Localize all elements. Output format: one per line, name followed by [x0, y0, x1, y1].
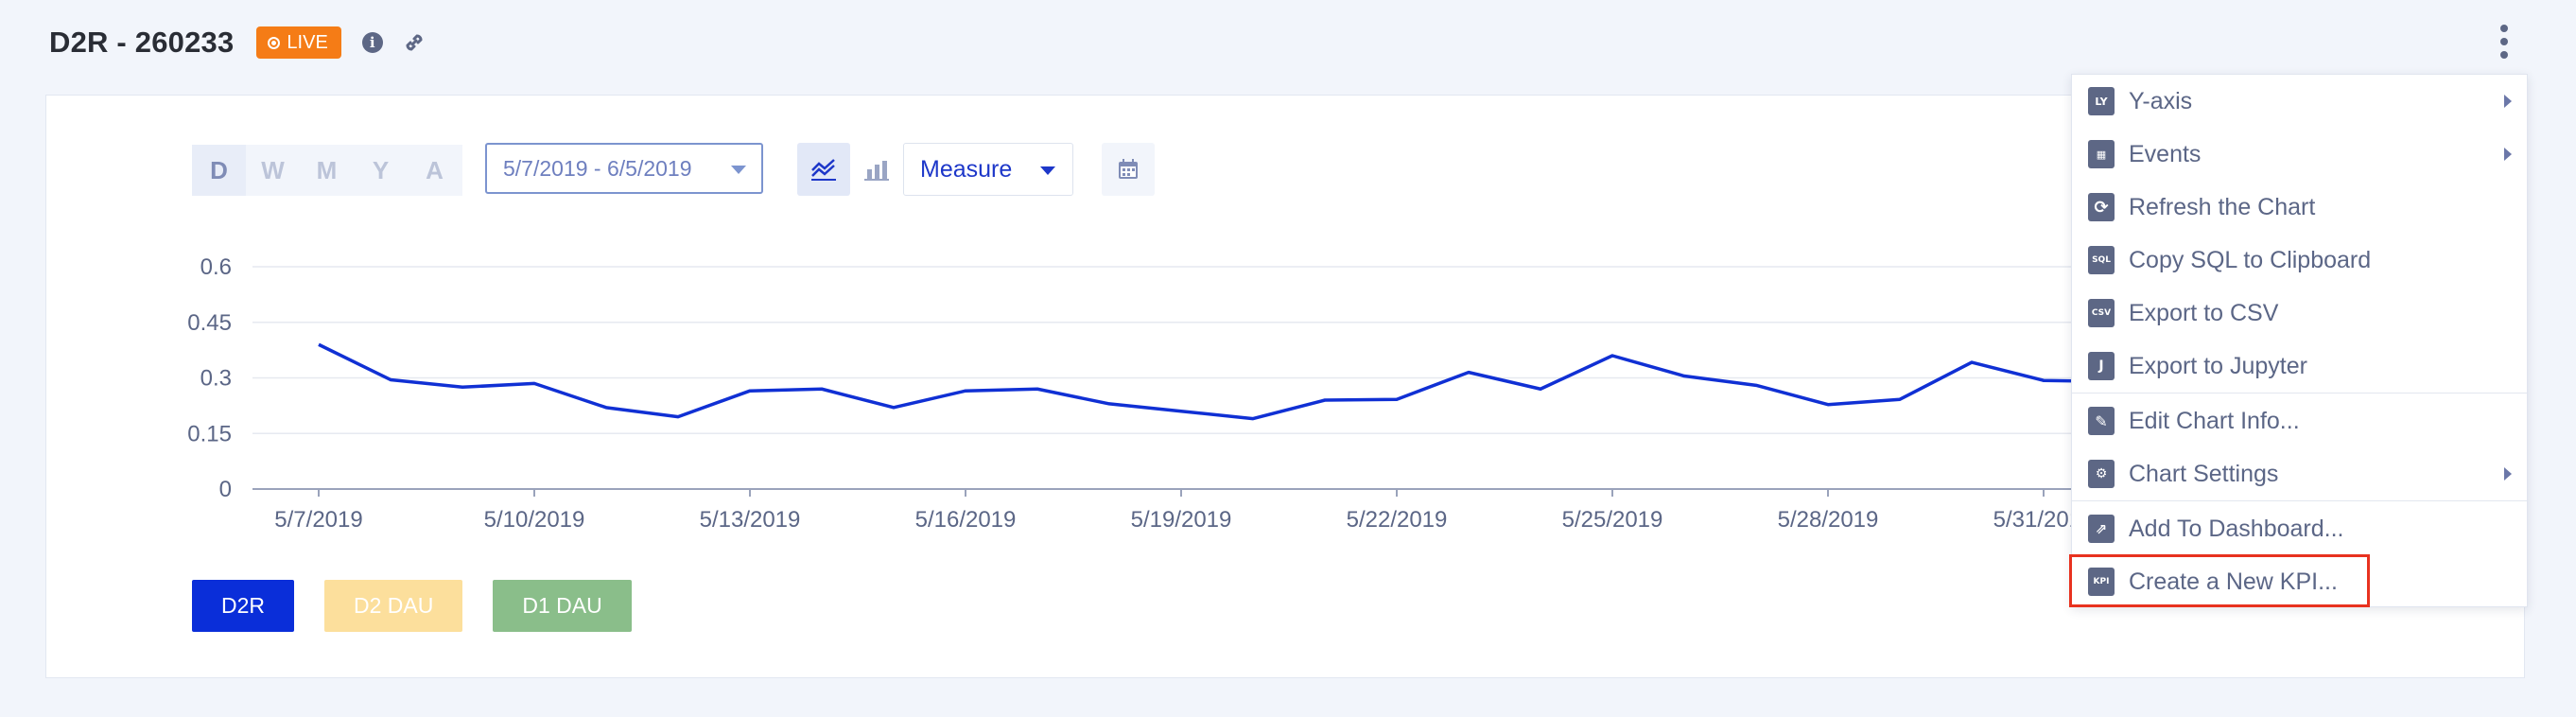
- period-selector: D W M Y A: [192, 145, 462, 196]
- x-tick-label: 5/7/2019: [274, 507, 362, 533]
- line-chart: 0.6 0.45 0.3 0.15 0 5/7/2019 5/10/2019 5/13/20…: [187, 254, 2117, 533]
- chevron-right-icon: [2504, 95, 2512, 108]
- date-range-picker[interactable]: 5/7/2019 - 6/5/2019: [485, 143, 763, 194]
- period-year[interactable]: Y: [372, 156, 390, 184]
- y-tick-label: 0: [219, 477, 232, 502]
- menu-item-edit-chart-info[interactable]: ✎ Edit Chart Info...: [2072, 394, 2527, 447]
- period-day[interactable]: D: [192, 145, 246, 196]
- period-month[interactable]: M: [316, 156, 338, 184]
- menu-item-label: Create a New KPI...: [2129, 568, 2338, 595]
- refresh-icon: ⟳: [2088, 193, 2115, 221]
- menu-item-label: Edit Chart Info...: [2129, 407, 2300, 434]
- date-range-value: 5/7/2019 - 6/5/2019: [503, 155, 692, 181]
- menu-item-label: Export to CSV: [2129, 299, 2279, 326]
- chart-title: D2R - 260233: [49, 26, 235, 59]
- calendar-button[interactable]: [1102, 143, 1155, 196]
- live-dot-icon: [268, 36, 281, 49]
- csv-file-icon: CSV: [2088, 299, 2115, 327]
- bar-chart-button[interactable]: [850, 143, 903, 196]
- y-axis-icon: LY: [2088, 87, 2115, 115]
- menu-item-y-axis[interactable]: LY Y-axis: [2072, 75, 2527, 128]
- series-line-d2r: [318, 342, 2116, 421]
- x-tick-label: 5/13/2019: [700, 507, 801, 533]
- period-all[interactable]: A: [426, 156, 444, 184]
- x-tick-label: 5/10/2019: [484, 507, 585, 533]
- chevron-down-icon: [731, 166, 746, 174]
- legend-item-d1-dau[interactable]: D1 DAU: [493, 580, 632, 632]
- menu-item-copy-sql[interactable]: SQL Copy SQL to Clipboard: [2072, 234, 2527, 287]
- menu-item-events[interactable]: ▦ Events: [2072, 128, 2527, 181]
- period-week[interactable]: W: [261, 156, 285, 184]
- legend-item-d2r[interactable]: D2R: [192, 580, 295, 632]
- more-options-icon[interactable]: [2493, 21, 2515, 62]
- menu-item-chart-settings[interactable]: ⚙ Chart Settings: [2072, 447, 2527, 500]
- live-label: LIVE: [287, 31, 328, 53]
- line-chart-icon: [811, 159, 836, 181]
- bar-chart-icon: [864, 161, 889, 181]
- chevron-right-icon: [2504, 148, 2512, 161]
- info-icon[interactable]: i: [361, 32, 383, 53]
- menu-item-export-jupyter[interactable]: J Export to Jupyter: [2072, 340, 2527, 393]
- settings-file-icon: ⚙: [2088, 460, 2115, 488]
- menu-divider: [2072, 500, 2527, 501]
- add-dashboard-icon: ⇗: [2088, 515, 2115, 543]
- menu-item-label: Copy SQL to Clipboard: [2129, 246, 2372, 273]
- highlight-box: [2069, 554, 2370, 607]
- line-chart-button[interactable]: [797, 143, 850, 196]
- measure-label: Measure: [920, 155, 1013, 183]
- y-tick-label: 0.3: [200, 366, 232, 392]
- x-tick-label: 5/16/2019: [915, 507, 1017, 533]
- link-icon[interactable]: [402, 30, 426, 55]
- menu-item-label: Y-axis: [2129, 87, 2193, 114]
- menu-item-create-kpi[interactable]: KPI Create a New KPI...: [2072, 555, 2527, 608]
- pencil-icon: ✎: [2088, 407, 2115, 435]
- menu-item-refresh[interactable]: ⟳ Refresh the Chart: [2072, 181, 2527, 234]
- chart-header: D2R - 260233 LIVE i: [49, 21, 426, 64]
- kpi-icon: KPI: [2088, 568, 2115, 596]
- measure-dropdown[interactable]: Measure: [903, 143, 1073, 196]
- calendar-icon: ▦: [2088, 140, 2115, 168]
- y-tick-label: 0.6: [200, 254, 232, 280]
- menu-item-label: Refresh the Chart: [2129, 193, 2316, 220]
- chevron-down-icon: [1040, 166, 1055, 175]
- chart-type-toggle: [797, 143, 903, 196]
- jupyter-file-icon: J: [2088, 352, 2115, 380]
- chart-legend: D2R D2 DAU D1 DAU: [192, 580, 632, 632]
- menu-item-export-csv[interactable]: CSV Export to CSV: [2072, 287, 2527, 340]
- y-tick-label: 0.45: [187, 310, 232, 336]
- legend-item-d2-dau[interactable]: D2 DAU: [324, 580, 463, 632]
- menu-item-label: Events: [2129, 140, 2202, 167]
- x-tick-label: 5/28/2019: [1778, 507, 1879, 533]
- x-tick-label: 5/19/2019: [1131, 507, 1232, 533]
- menu-item-add-to-dashboard[interactable]: ⇗ Add To Dashboard...: [2072, 502, 2527, 555]
- chart-options-menu: LY Y-axis ▦ Events ⟳ Refresh the Chart S…: [2071, 74, 2528, 607]
- y-tick-label: 0.15: [187, 421, 232, 446]
- chevron-right-icon: [2504, 467, 2512, 481]
- menu-item-label: Chart Settings: [2129, 460, 2279, 487]
- menu-item-label: Export to Jupyter: [2129, 352, 2307, 379]
- x-tick-label: 5/22/2019: [1347, 507, 1448, 533]
- live-badge: LIVE: [256, 26, 341, 59]
- calendar-icon: [1119, 159, 1138, 179]
- sql-icon: SQL: [2088, 246, 2115, 274]
- x-tick-label: 5/25/2019: [1562, 507, 1663, 533]
- menu-item-label: Add To Dashboard...: [2129, 515, 2344, 542]
